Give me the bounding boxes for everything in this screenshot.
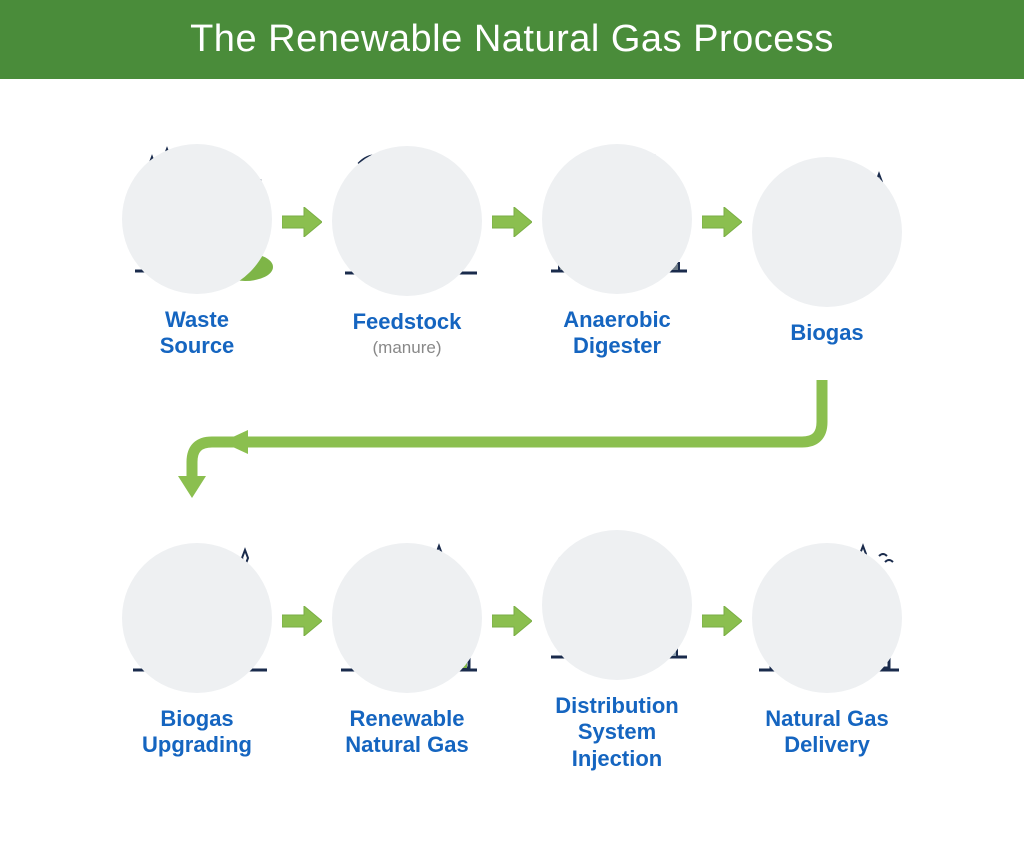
step-anaerobic-digester: AnaerobicDigester (532, 139, 702, 360)
step-distribution-system-injection: DistributionSystem Injection (532, 525, 702, 772)
step-label: Feedstock (353, 309, 462, 335)
step-label: DistributionSystem Injection (532, 693, 702, 772)
arrow-icon (282, 207, 322, 292)
arrow-icon (702, 606, 742, 691)
step-renewable-natural-gas: RenewableNatural Gas (322, 538, 492, 759)
step-label: AnaerobicDigester (563, 307, 671, 360)
arrow-icon (492, 207, 532, 292)
step-label: Natural GasDelivery (765, 706, 889, 759)
step-sublabel: (manure) (373, 338, 442, 358)
page-title: The Renewable Natural Gas Process (190, 18, 834, 60)
step-label: Biogas (790, 320, 863, 346)
u-connector (50, 380, 974, 500)
arrow-icon (282, 606, 322, 691)
arrow-icon (702, 207, 742, 292)
arrow-icon (492, 606, 532, 691)
process-row-2: BiogasUpgrading (50, 525, 974, 772)
step-label: RenewableNatural Gas (345, 706, 469, 759)
step-biogas: Biogas (742, 152, 912, 346)
step-biogas-upgrading: BiogasUpgrading (112, 538, 282, 759)
step-label: WasteSource (160, 307, 235, 360)
step-waste-source: WasteSource (112, 139, 282, 360)
step-label: BiogasUpgrading (142, 706, 252, 759)
diagram-content: WasteSource (0, 79, 1024, 812)
step-natural-gas-delivery: Natural GasDelivery (742, 538, 912, 759)
process-row-1: WasteSource (50, 139, 974, 360)
page-header: The Renewable Natural Gas Process (0, 0, 1024, 79)
step-feedstock: Feedstock (manure) (322, 141, 492, 357)
